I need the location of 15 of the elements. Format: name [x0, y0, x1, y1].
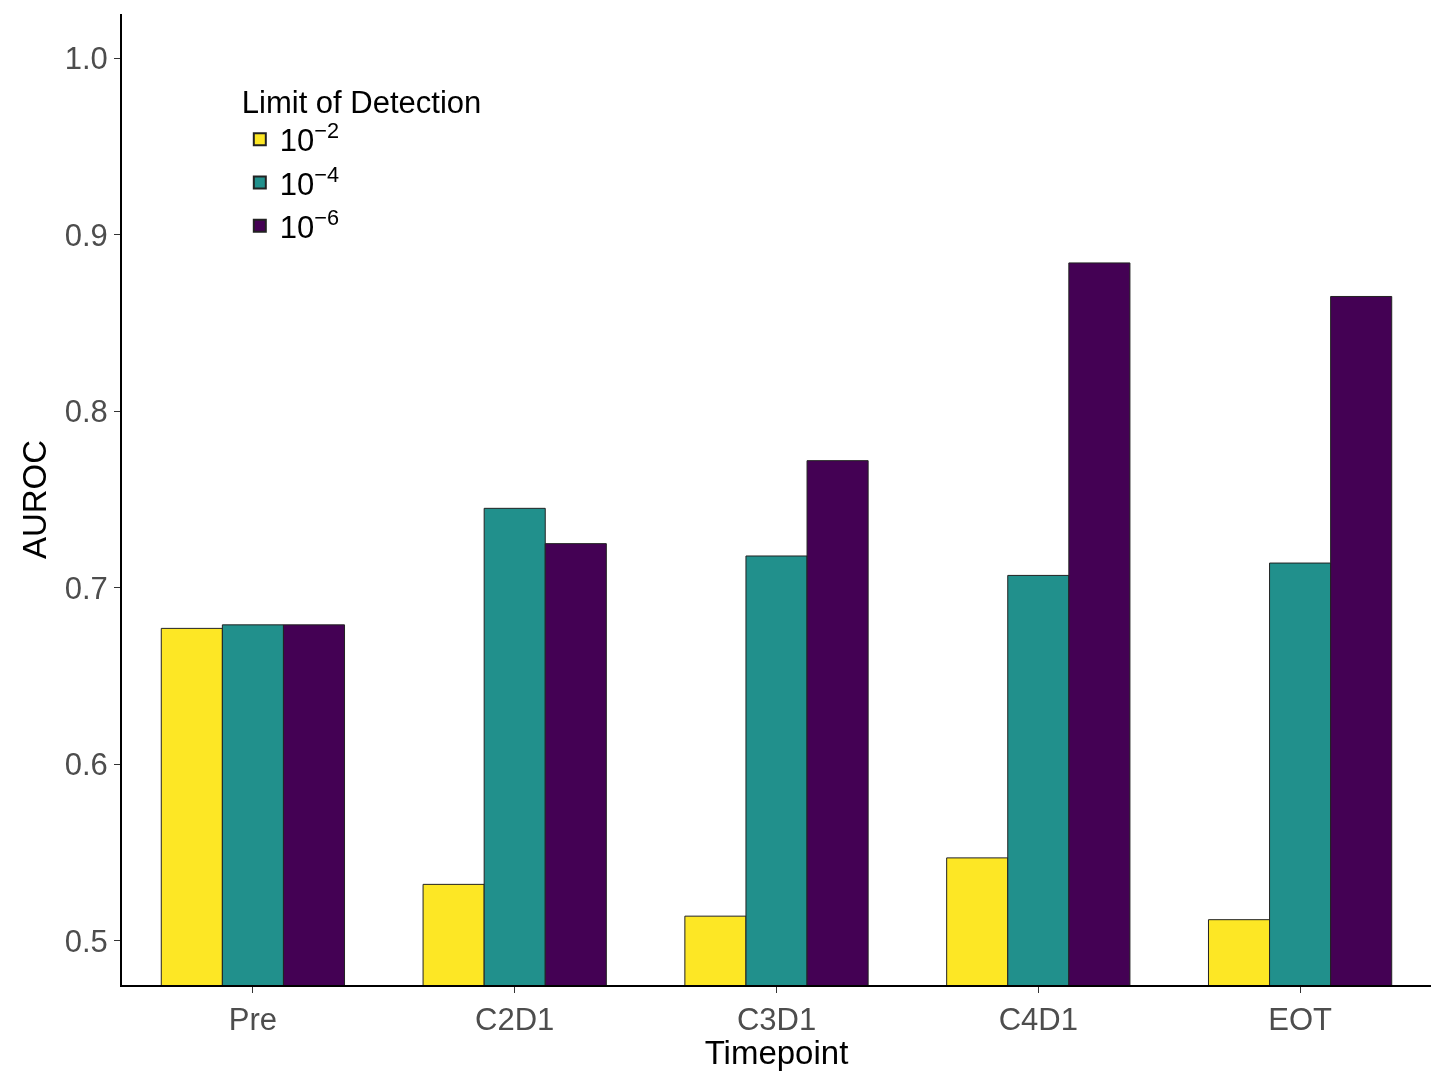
- legend-title: Limit of Detection: [241, 84, 482, 120]
- y-tick-label: 0.9: [64, 217, 108, 253]
- x-tick-label: C2D1: [475, 1002, 555, 1038]
- x-tick-label: Pre: [228, 1002, 278, 1038]
- y-tick-label: 0.8: [64, 394, 108, 430]
- x-tick-label: C4D1: [998, 1002, 1078, 1038]
- y-tick-label: 0.7: [64, 570, 108, 606]
- y-axis-title: AUROC: [16, 439, 54, 560]
- x-tick-label: EOT: [1268, 1002, 1333, 1038]
- legend-label: 10$^{−2}$: [279, 118, 340, 159]
- y-tick-label: 0.6: [64, 747, 108, 783]
- y-tick-label: 1.0: [64, 40, 108, 76]
- legend-label: 10$^{−6}$: [279, 204, 340, 245]
- y-tick-label: 0.5: [64, 923, 108, 959]
- legend-label: 10$^{−4}$: [279, 161, 340, 202]
